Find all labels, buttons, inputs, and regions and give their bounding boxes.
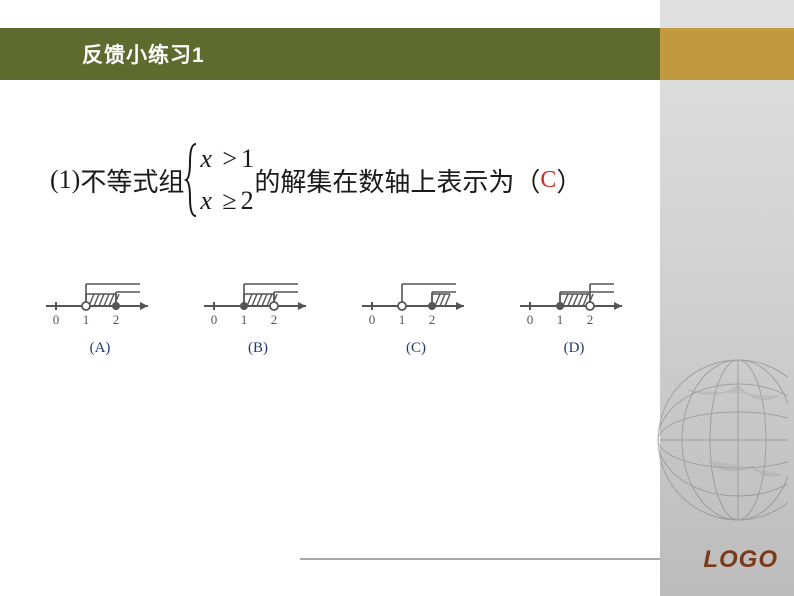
option-c: 0 1 2 (C) bbox=[358, 270, 474, 357]
option-d-label: (D) bbox=[564, 340, 585, 357]
header-accent bbox=[660, 28, 794, 80]
numberline-d: 0 1 2 bbox=[516, 270, 632, 326]
question-text-after: 的解集在数轴上表示为 bbox=[254, 162, 514, 199]
inequality-system: x >1 x ≥2 bbox=[184, 140, 254, 220]
slide-content: 反馈小练习1 (1) 不等式组 x >1 x ≥2 的解集在数轴上表示为 （C）… bbox=[0, 0, 660, 596]
option-b-label: (B) bbox=[248, 340, 268, 357]
svg-text:1: 1 bbox=[557, 312, 564, 326]
svg-text:0: 0 bbox=[527, 312, 534, 326]
option-a: 0 1 2 (A) bbox=[42, 270, 158, 357]
logo-text: LOGO bbox=[703, 546, 778, 574]
paren-close: ） bbox=[556, 162, 582, 199]
question-number: (1) bbox=[50, 165, 80, 195]
svg-text:1: 1 bbox=[241, 312, 248, 326]
numberline-c: 0 1 2 bbox=[358, 270, 474, 326]
svg-text:0: 0 bbox=[369, 312, 376, 326]
footer-rule bbox=[300, 558, 700, 560]
question-text-before: 不等式组 bbox=[80, 162, 184, 199]
svg-text:2: 2 bbox=[271, 312, 278, 326]
svg-text:2: 2 bbox=[587, 312, 594, 326]
svg-text:2: 2 bbox=[113, 312, 120, 326]
sidebar-decor bbox=[660, 0, 794, 596]
svg-text:0: 0 bbox=[53, 312, 60, 326]
globe-wireframe-icon bbox=[648, 260, 788, 540]
left-brace-icon bbox=[184, 140, 200, 220]
svg-text:2: 2 bbox=[429, 312, 436, 326]
numberline-a: 0 1 2 bbox=[42, 270, 158, 326]
option-c-label: (C) bbox=[406, 340, 426, 357]
numberline-b: 0 1 2 bbox=[200, 270, 316, 326]
options-row: 0 1 2 (A) 0 1 2 (B) 0 1 2 (C) 0 1 2 (D) bbox=[42, 270, 632, 357]
svg-text:1: 1 bbox=[399, 312, 406, 326]
option-d: 0 1 2 (D) bbox=[516, 270, 632, 357]
header-title: 反馈小练习1 bbox=[82, 39, 205, 69]
inequality-2: x ≥2 bbox=[200, 186, 253, 216]
paren-open: （ bbox=[514, 162, 540, 199]
header-bar: 反馈小练习1 bbox=[0, 28, 660, 80]
svg-text:1: 1 bbox=[83, 312, 90, 326]
svg-text:0: 0 bbox=[211, 312, 218, 326]
question-row: (1) 不等式组 x >1 x ≥2 的解集在数轴上表示为 （C） bbox=[50, 140, 630, 220]
inequality-1: x >1 bbox=[200, 144, 254, 174]
option-a-label: (A) bbox=[90, 340, 111, 357]
option-b: 0 1 2 (B) bbox=[200, 270, 316, 357]
answer-letter: C bbox=[540, 167, 556, 194]
